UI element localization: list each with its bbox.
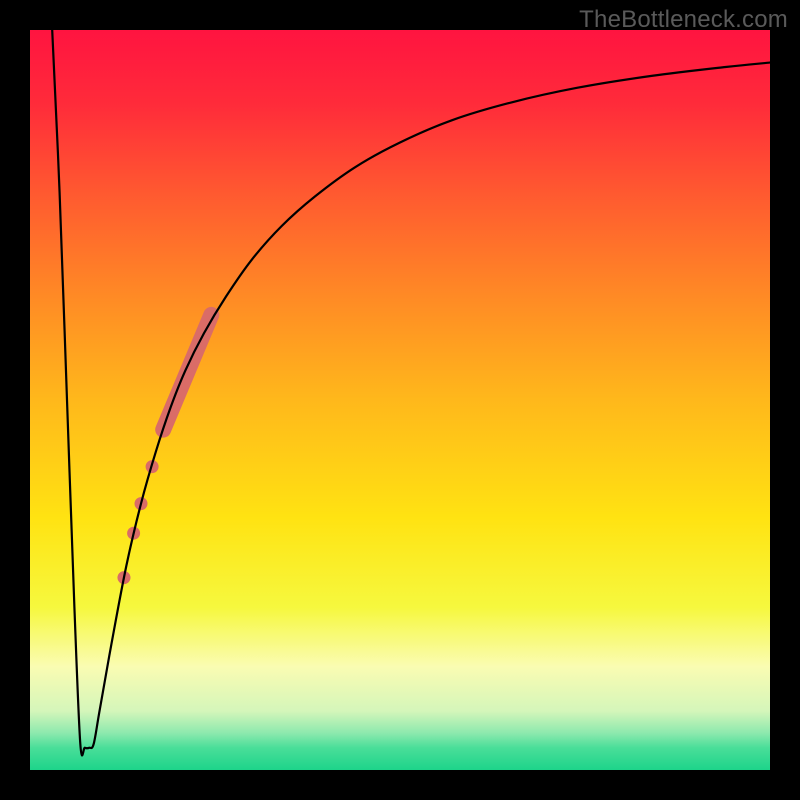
chart-background <box>30 30 770 770</box>
watermark-text: TheBottleneck.com <box>579 6 788 34</box>
plot-area <box>30 30 770 770</box>
chart-svg <box>30 30 770 770</box>
